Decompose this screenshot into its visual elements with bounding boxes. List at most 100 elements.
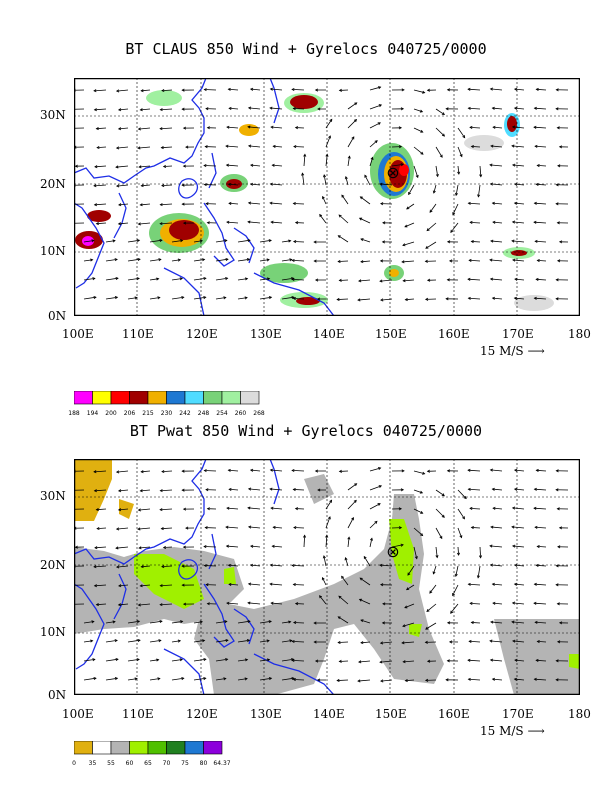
wind-arrow-head (203, 164, 207, 168)
wind-arrow-head (558, 526, 563, 530)
wind-arrow-head (225, 525, 229, 529)
wind-arrow-head (401, 469, 405, 473)
wind-arrow-head (181, 202, 185, 206)
wind-arrow (471, 241, 481, 243)
wind-arrow-head (181, 88, 185, 92)
wind-arrow (468, 202, 481, 205)
wind-arrow (360, 260, 371, 263)
wind-arrow-head (93, 203, 98, 207)
wind-arrow-head (206, 221, 210, 225)
wind-arrow-head (467, 468, 471, 472)
wind-arrow (149, 659, 159, 662)
wind-arrow (259, 640, 270, 643)
wind-arrow (347, 500, 357, 510)
wind-arrow (281, 640, 292, 643)
wind-arrow-head (329, 118, 333, 122)
legend-tick-label: 64.37 (213, 760, 231, 767)
vector-scale-label: 15 M/S ⟶ (480, 344, 545, 358)
wind-arrow-head (358, 598, 363, 602)
lon-label-180: 180 (568, 707, 591, 721)
wind-arrow-head (420, 129, 424, 133)
wind-arrow-head (492, 506, 496, 510)
wind-arrow-head (177, 258, 182, 262)
wind-arrow (534, 297, 547, 300)
wind-arrow (512, 640, 525, 643)
wind-arrow (338, 235, 349, 243)
wind-arrow (149, 639, 161, 643)
wind-arrow-head (115, 89, 120, 93)
wind-arrow-head (378, 485, 383, 488)
wind-arrow-head (137, 257, 141, 262)
wind-arrow-head (247, 144, 252, 148)
wind-arrow-head (177, 639, 182, 643)
wind-arrow (281, 259, 292, 262)
wind-arrow-head (514, 658, 518, 662)
legend-tick-label: 254 (216, 410, 228, 417)
wind-arrow-head (415, 174, 419, 179)
wind-arrow-head (469, 601, 473, 606)
wind-arrow (93, 470, 107, 473)
wind-arrow (94, 165, 107, 168)
wind-arrow-head (227, 563, 231, 567)
wind-arrow-head (555, 297, 559, 301)
wind-arrow (359, 599, 371, 605)
wind-arrow-head (137, 638, 141, 643)
wind-arrow (322, 196, 327, 205)
wind-arrow (536, 659, 547, 662)
wind-arrow (248, 526, 261, 529)
wind-arrow-head (535, 182, 539, 187)
lon-label-100e: 100E (62, 707, 94, 721)
wind-arrow-head (269, 106, 273, 110)
wind-arrow-head (536, 258, 540, 263)
wind-arrow (163, 546, 173, 548)
wind-arrow-head (402, 660, 406, 664)
wind-arrow-head (292, 202, 296, 206)
wind-arrow (271, 221, 283, 224)
wind-arrow-head (467, 87, 471, 91)
wind-arrow-head (244, 277, 249, 281)
wind-arrow (139, 165, 151, 168)
wind-arrow-head (511, 220, 516, 224)
wind-arrow-head (424, 678, 429, 682)
wind-arrow (140, 489, 151, 492)
wind-arrow-head (225, 544, 230, 548)
legend-tick-label: 55 (107, 760, 115, 767)
lat-label-20n: 20N (40, 177, 66, 191)
wind-arrow-head (137, 527, 141, 531)
wind-arrow-head (338, 214, 342, 218)
wind-arrow-head (115, 165, 119, 169)
wind-arrow-head (117, 222, 122, 226)
wind-arrow-head (314, 469, 319, 473)
wind-arrow-head (137, 508, 141, 512)
wind-arrow-head (432, 190, 436, 194)
wind-arrow (490, 88, 503, 91)
wind-arrow-head (199, 239, 203, 243)
wind-arrow-head (268, 296, 273, 300)
wind-arrow-head (115, 470, 120, 474)
wind-arrow (293, 298, 305, 300)
wind-arrow (357, 298, 371, 301)
wind-arrow (369, 538, 373, 548)
legend-swatch (129, 740, 149, 755)
wind-arrow (379, 279, 393, 282)
wind-arrow (141, 184, 151, 187)
wind-arrow (435, 165, 439, 177)
legend-swatch (73, 740, 93, 755)
wind-arrow (457, 146, 463, 157)
wind-arrow (226, 545, 239, 548)
wind-arrow-head (313, 240, 317, 244)
wind-arrow-head (379, 279, 383, 283)
wind-arrow (118, 203, 129, 206)
wind-arrow-head (555, 469, 559, 473)
wind-arrow-head (74, 164, 78, 168)
wind-arrow-head (322, 555, 326, 559)
wind-arrow (83, 621, 94, 624)
lon-label-120e: 120E (186, 707, 218, 721)
wind-arrow (534, 583, 547, 586)
wind-arrow-head (378, 86, 382, 90)
wind-arrow-head (337, 640, 341, 644)
wind-arrow-head (357, 679, 361, 683)
wind-arrow-head (377, 503, 381, 506)
wind-arrow-head (534, 239, 538, 243)
wind-arrow-head (291, 563, 295, 568)
